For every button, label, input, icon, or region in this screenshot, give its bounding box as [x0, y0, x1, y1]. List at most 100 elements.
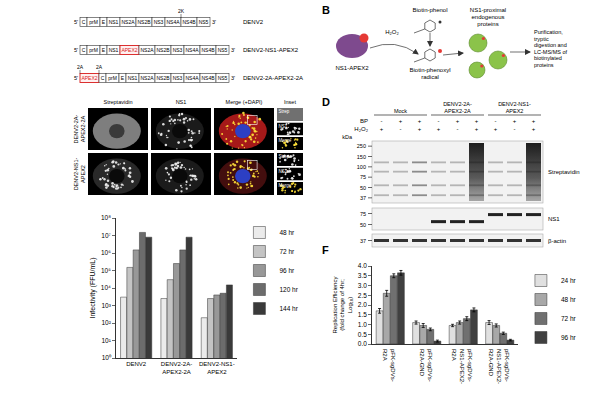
svg-text:prM: prM [108, 75, 117, 81]
svg-text:3.0: 3.0 [358, 282, 367, 289]
svg-text:NS5: NS5 [218, 47, 228, 53]
svg-text:1.5: 1.5 [358, 311, 367, 318]
svg-text:+: + [418, 126, 422, 132]
svg-text:10⁶: 10⁶ [101, 249, 111, 256]
svg-text:1.0: 1.0 [358, 321, 367, 328]
svg-text:E: E [121, 75, 125, 81]
svg-text:Replication Efficiency(fold ch: Replication Efficiency(fold change of 4h… [332, 277, 354, 334]
svg-text:pFK-sgDVs-R2A-GND: pFK-sgDVs-R2A-GND [419, 349, 433, 382]
svg-text:Inset: Inset [284, 99, 296, 105]
svg-text:NS4A: NS4A [185, 47, 199, 53]
svg-text:150: 150 [357, 154, 366, 160]
svg-text:10¹: 10¹ [101, 337, 111, 344]
svg-text:Merge (+DAPI): Merge (+DAPI) [226, 99, 263, 105]
svg-text:pFK-sgDVs-NS1-APEX2-R2A: pFK-sgDVs-NS1-APEX2-R2A [451, 349, 473, 384]
svg-text:NS2B: NS2B [137, 19, 151, 25]
svg-text:DENV2-NS1-APEX2: DENV2-NS1-APEX2 [199, 361, 235, 375]
svg-text:-: - [514, 126, 516, 132]
svg-text:144 hr: 144 hr [279, 305, 298, 312]
svg-text:DENV2-NS1-APEX2: DENV2-NS1-APEX2 [243, 47, 299, 53]
svg-text:10³: 10³ [101, 302, 111, 309]
svg-text:72 hr: 72 hr [279, 248, 295, 255]
svg-text:NS4B: NS4B [201, 75, 215, 81]
svg-text:120 hr: 120 hr [279, 286, 298, 293]
svg-text:NS1: NS1 [279, 169, 288, 174]
svg-text:H₂O₂: H₂O₂ [385, 29, 399, 35]
svg-text:APEX2: APEX2 [121, 47, 137, 53]
svg-text:DENV2-2A-APEX2-2A: DENV2-2A-APEX2-2A [243, 75, 303, 81]
svg-text:NS1: NS1 [176, 99, 187, 105]
svg-text:D: D [322, 96, 330, 108]
svg-text:NS3: NS3 [173, 75, 183, 81]
svg-text:75: 75 [360, 174, 366, 180]
svg-text:+: + [532, 118, 536, 124]
svg-text:0.5: 0.5 [358, 331, 367, 338]
svg-text:10⁵: 10⁵ [101, 267, 111, 274]
svg-text:+: + [399, 118, 403, 124]
svg-text:NS1: NS1 [279, 124, 288, 129]
svg-text:NS1: NS1 [548, 216, 560, 222]
svg-text:100: 100 [357, 164, 366, 170]
svg-text:NS1-proximalendogenousproteins: NS1-proximalendogenousproteins [470, 7, 506, 27]
svg-text:NS3: NS3 [173, 47, 183, 53]
svg-text:prM: prM [89, 47, 98, 53]
svg-text:75: 75 [360, 211, 366, 217]
svg-text:NS1-APEX2: NS1-APEX2 [335, 65, 369, 71]
svg-text:E: E [102, 19, 106, 25]
svg-text:NS5: NS5 [199, 19, 209, 25]
svg-text:10⁰: 10⁰ [102, 354, 112, 361]
svg-text:pFK-sgDVs-R2A: pFK-sgDVs-R2A [382, 349, 396, 382]
svg-text:250: 250 [357, 143, 366, 149]
svg-text:Streptavidin: Streptavidin [103, 99, 132, 105]
svg-text:72 hr: 72 hr [561, 315, 577, 322]
svg-text:5': 5' [74, 47, 78, 53]
svg-text:NS2A: NS2A [140, 47, 154, 53]
svg-text:10⁴: 10⁴ [101, 284, 111, 291]
svg-text:Biotin-phenol: Biotin-phenol [412, 7, 447, 13]
svg-text:DENV2-2A-APEX2-2A: DENV2-2A-APEX2-2A [161, 361, 192, 375]
svg-text:NS4A: NS4A [166, 19, 180, 25]
svg-text:5': 5' [74, 75, 78, 81]
svg-text:96 hr: 96 hr [561, 334, 577, 341]
svg-text:96 hr: 96 hr [279, 267, 295, 274]
svg-text:NS3: NS3 [154, 19, 164, 25]
svg-text:NS1: NS1 [128, 75, 138, 81]
svg-text:2.5: 2.5 [358, 292, 367, 299]
svg-text:0.0: 0.0 [358, 340, 367, 347]
svg-text:-: - [381, 118, 383, 124]
svg-text:5': 5' [74, 19, 78, 25]
svg-text:2A: 2A [96, 64, 103, 70]
svg-text:+: + [437, 126, 441, 132]
svg-text:50: 50 [360, 222, 366, 228]
svg-text:+: + [494, 126, 498, 132]
svg-text:48 hr: 48 hr [561, 296, 577, 303]
svg-text:prM: prM [89, 19, 98, 25]
svg-text:NS5: NS5 [218, 75, 228, 81]
svg-text:-: - [457, 126, 459, 132]
svg-text:50: 50 [360, 185, 366, 191]
svg-text:3': 3' [231, 75, 235, 81]
svg-text:DENV2-2A-APEX2-2A: DENV2-2A-APEX2-2A [443, 101, 472, 114]
svg-text:3': 3' [231, 47, 235, 53]
svg-text:DENV2-NS1-APEX2: DENV2-NS1-APEX2 [498, 101, 531, 114]
svg-text:β-actin: β-actin [548, 238, 566, 244]
svg-text:H₂O₂: H₂O₂ [354, 126, 368, 132]
svg-text:C: C [101, 75, 105, 81]
svg-text:APEX2: APEX2 [81, 75, 97, 81]
svg-text:-: - [400, 126, 402, 132]
svg-text:NS2A: NS2A [140, 75, 154, 81]
svg-text:kDa: kDa [342, 134, 353, 140]
svg-text:+: + [475, 118, 479, 124]
svg-text:+: + [456, 118, 460, 124]
svg-text:E: E [102, 47, 106, 53]
svg-text:Merge: Merge [279, 183, 292, 188]
svg-text:pFK-sgDVs-NS1-APEX2-R2A-GND: pFK-sgDVs-NS1-APEX2-R2A-GND [488, 349, 510, 384]
svg-text:3': 3' [212, 19, 216, 25]
svg-text:3.5: 3.5 [358, 272, 367, 279]
svg-text:-: - [438, 118, 440, 124]
svg-text:Strep: Strep [279, 154, 290, 159]
svg-text:37: 37 [360, 195, 366, 201]
svg-text:+: + [513, 118, 517, 124]
svg-text:NS2B: NS2B [156, 47, 170, 53]
svg-text:24 hr: 24 hr [561, 277, 577, 284]
